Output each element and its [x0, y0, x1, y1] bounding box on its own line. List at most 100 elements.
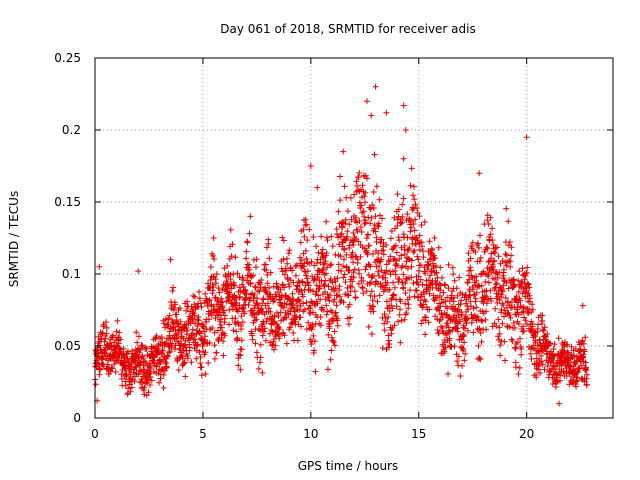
data-point	[416, 246, 423, 253]
data-point	[363, 235, 370, 242]
data-point	[300, 300, 307, 307]
data-point	[467, 264, 474, 271]
data-point	[116, 329, 123, 336]
data-point	[337, 253, 344, 260]
data-point	[302, 268, 309, 275]
data-point	[166, 328, 173, 335]
data-point	[279, 234, 286, 241]
data-point	[521, 314, 528, 321]
data-point	[317, 314, 324, 321]
data-point	[392, 271, 399, 278]
data-point	[477, 254, 484, 261]
data-point	[193, 355, 200, 362]
data-point	[500, 302, 507, 309]
data-point-peak	[363, 98, 370, 105]
data-point	[261, 325, 268, 332]
data-point	[184, 298, 191, 305]
data-point	[379, 344, 386, 351]
data-point	[446, 335, 453, 342]
data-point	[539, 327, 546, 334]
data-point	[450, 294, 457, 301]
data-point	[502, 250, 509, 257]
data-point	[360, 277, 367, 284]
data-point	[346, 221, 353, 228]
data-point	[289, 290, 296, 297]
data-point	[409, 204, 416, 211]
data-point	[437, 287, 444, 294]
data-point	[290, 304, 297, 311]
data-point	[350, 230, 357, 237]
data-point	[145, 389, 152, 396]
data-point	[539, 312, 546, 319]
data-point	[373, 239, 380, 246]
data-point	[296, 298, 303, 305]
data-point	[197, 354, 204, 361]
data-point-peak	[96, 263, 103, 270]
data-point	[526, 284, 533, 291]
data-point	[235, 351, 242, 358]
data-point	[540, 327, 547, 334]
data-point	[134, 339, 141, 346]
data-point	[345, 303, 352, 310]
data-point	[432, 262, 439, 269]
data-point	[309, 323, 316, 330]
data-point	[468, 311, 475, 318]
data-point	[189, 326, 196, 333]
data-point	[582, 359, 589, 366]
data-point-peak	[523, 134, 530, 141]
data-point	[361, 213, 368, 220]
data-point	[289, 267, 296, 274]
data-point	[515, 321, 522, 328]
data-point	[297, 323, 304, 330]
data-point	[371, 225, 378, 232]
data-point	[425, 262, 432, 269]
data-point	[329, 243, 336, 250]
data-point	[417, 262, 424, 269]
data-point	[327, 356, 334, 363]
data-point	[314, 273, 321, 280]
data-point	[354, 228, 361, 235]
data-point	[222, 312, 229, 319]
data-point	[438, 323, 445, 330]
data-point	[403, 275, 410, 282]
data-point	[238, 337, 245, 344]
data-point	[419, 304, 426, 311]
data-point	[156, 379, 163, 386]
data-point	[139, 353, 146, 360]
data-point	[112, 369, 119, 376]
data-point	[212, 280, 219, 287]
data-point	[370, 189, 377, 196]
data-point	[301, 306, 308, 313]
data-point	[473, 304, 480, 311]
data-point	[148, 377, 155, 384]
data-point	[162, 359, 169, 366]
data-point	[338, 230, 345, 237]
data-point	[401, 234, 408, 240]
data-point	[323, 234, 330, 241]
data-point	[262, 261, 269, 268]
data-point	[276, 335, 283, 342]
data-point	[269, 328, 276, 335]
data-point	[242, 287, 249, 294]
data-point	[287, 264, 294, 271]
data-point	[209, 252, 216, 259]
data-point	[230, 327, 237, 334]
data-point	[315, 285, 322, 292]
data-point	[285, 250, 292, 257]
data-point	[375, 250, 382, 257]
data-point	[411, 196, 418, 203]
data-point	[355, 187, 362, 194]
data-point	[155, 370, 162, 377]
data-point	[446, 313, 453, 320]
data-point	[141, 384, 148, 391]
data-point	[183, 307, 190, 314]
data-point	[300, 226, 307, 233]
data-point	[308, 324, 315, 331]
data-point	[578, 362, 585, 369]
data-point	[547, 368, 554, 375]
data-point	[160, 320, 167, 327]
data-point	[301, 233, 308, 240]
data-point	[478, 282, 485, 289]
data-point	[275, 312, 282, 319]
data-point	[182, 337, 189, 344]
